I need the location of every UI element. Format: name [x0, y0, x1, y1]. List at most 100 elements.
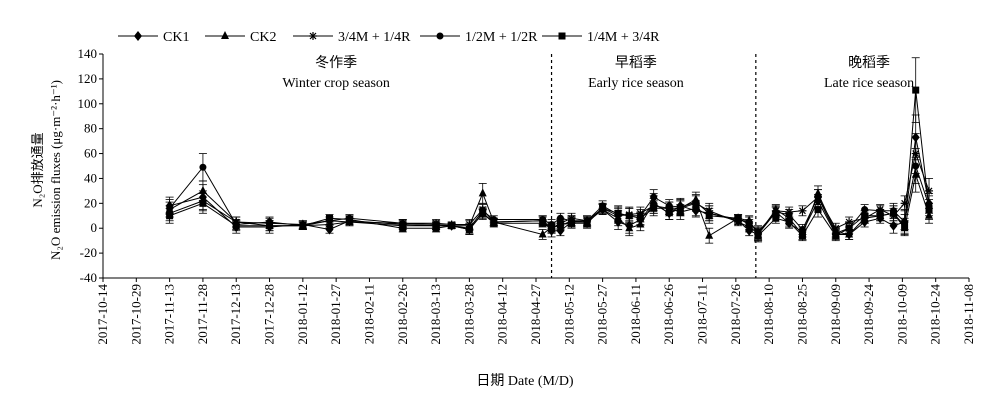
data-point [861, 212, 869, 220]
x-tick-label: 2017-11-28 [195, 284, 210, 344]
data-point [548, 224, 556, 232]
y-tick-label: 80 [84, 121, 97, 136]
data-point [901, 222, 909, 230]
data-point [614, 209, 622, 217]
y-tick-label: 0 [91, 220, 98, 235]
x-tick-label: 2018-05-12 [561, 284, 576, 345]
data-point [490, 219, 498, 227]
season-label-cn: 晚稻季 [848, 55, 890, 71]
y-tick-label: -20 [80, 245, 97, 260]
y-axis: -40 -20 0 20 40 60 80 100 120 140 [78, 46, 104, 285]
data-point [539, 219, 547, 227]
data-point [134, 31, 142, 41]
x-tick-label: 2018-01-12 [295, 284, 310, 345]
x-tick-label: 2018-10-24 [928, 284, 943, 345]
season-label-cn: 冬作季 [315, 55, 357, 71]
x-tick-label: 2017-10-14 [95, 284, 110, 345]
data-point [556, 214, 564, 222]
data-point [479, 209, 487, 217]
x-tick-label: 2018-06-11 [628, 284, 643, 344]
plot-area: 冬作季 Winter crop season 早稻季 Early rice seaso… [165, 54, 934, 278]
data-point [478, 188, 487, 197]
data-point [734, 214, 742, 222]
y-axis-label-en: N₂O emission fluxes (μg·m⁻²·h⁻¹) [48, 80, 63, 260]
data-point [814, 206, 822, 214]
data-point [599, 204, 607, 212]
x-tick-label: 2018-05-27 [595, 284, 610, 345]
season-label-en: Late rice season [824, 76, 914, 91]
data-point [232, 222, 240, 230]
series-1-4m-3-4r [165, 57, 934, 243]
data-point [325, 214, 333, 222]
data-point [832, 232, 840, 240]
data-point [399, 224, 407, 232]
data-point [798, 206, 807, 215]
season-label-en: Early rice season [588, 76, 684, 91]
data-point [299, 222, 307, 230]
y-axis-label-cn: N₂O排放通量 [30, 132, 45, 207]
data-point [912, 162, 920, 170]
data-point [568, 219, 576, 227]
y-tick-label: 120 [78, 71, 98, 86]
x-tick-label: 2018-08-25 [794, 284, 809, 345]
data-point [650, 193, 658, 201]
data-point [772, 208, 780, 216]
x-tick-label: 2018-09-24 [861, 284, 876, 345]
data-point [912, 86, 920, 94]
data-point [436, 32, 444, 40]
data-point [198, 185, 207, 194]
x-tick-label: 2018-04-12 [495, 284, 510, 345]
data-point [556, 220, 564, 228]
data-point [676, 208, 684, 216]
data-point [845, 224, 853, 232]
data-point [861, 206, 869, 214]
data-point [199, 199, 207, 207]
data-point [772, 214, 780, 222]
data-point [538, 229, 547, 238]
data-point [448, 222, 456, 230]
data-point [665, 204, 673, 212]
data-point [925, 206, 933, 214]
data-point [636, 214, 644, 222]
legend: CK1 CK2 3/4M + 1/4R 1/2M + 1/2R 1/4M + 3/4R [118, 30, 660, 45]
data-point [345, 216, 353, 224]
x-tick-label: 2018-03-28 [461, 284, 476, 345]
legend-label: 1/2M + 1/2R [465, 30, 538, 45]
data-point [266, 222, 274, 230]
legend-label: CK2 [250, 30, 276, 45]
x-tick-label: 2018-09-09 [828, 284, 843, 345]
data-point [754, 232, 762, 240]
x-axis: 2017-10-14 2017-10-29 2017-11-13 2017-11-28… [95, 277, 976, 345]
x-tick-label: 2018-04-27 [528, 284, 543, 345]
data-point [465, 225, 473, 233]
data-point [814, 193, 822, 201]
x-tick-label: 2018-01-27 [328, 284, 343, 345]
data-point [798, 232, 806, 240]
data-point [221, 31, 229, 39]
legend-label: 3/4M + 1/4R [338, 30, 411, 45]
data-point [166, 212, 174, 220]
data-point [583, 219, 591, 227]
data-point [745, 220, 753, 228]
y-tick-label: 60 [84, 146, 97, 161]
data-point [309, 32, 317, 40]
x-tick-label: 2018-10-09 [894, 284, 909, 345]
data-point [705, 230, 714, 239]
x-tick-label: 2018-08-10 [761, 284, 776, 345]
season-label-en: Winter crop season [282, 76, 390, 91]
data-point [199, 163, 207, 171]
data-point [890, 209, 898, 217]
y-tick-label: -40 [80, 270, 97, 285]
x-tick-label: 2018-02-26 [395, 284, 410, 345]
x-tick-label: 2018-07-11 [695, 284, 710, 344]
data-point [558, 32, 566, 40]
x-tick-label: 2017-10-29 [128, 284, 143, 345]
season-label-cn: 早稻季 [615, 55, 657, 71]
x-tick-label: 2018-11-08 [961, 284, 976, 344]
data-point [705, 212, 713, 220]
x-tick-label: 2017-11-13 [162, 284, 177, 344]
y-tick-label: 140 [78, 46, 98, 61]
data-point [692, 204, 700, 212]
data-point [798, 225, 806, 233]
